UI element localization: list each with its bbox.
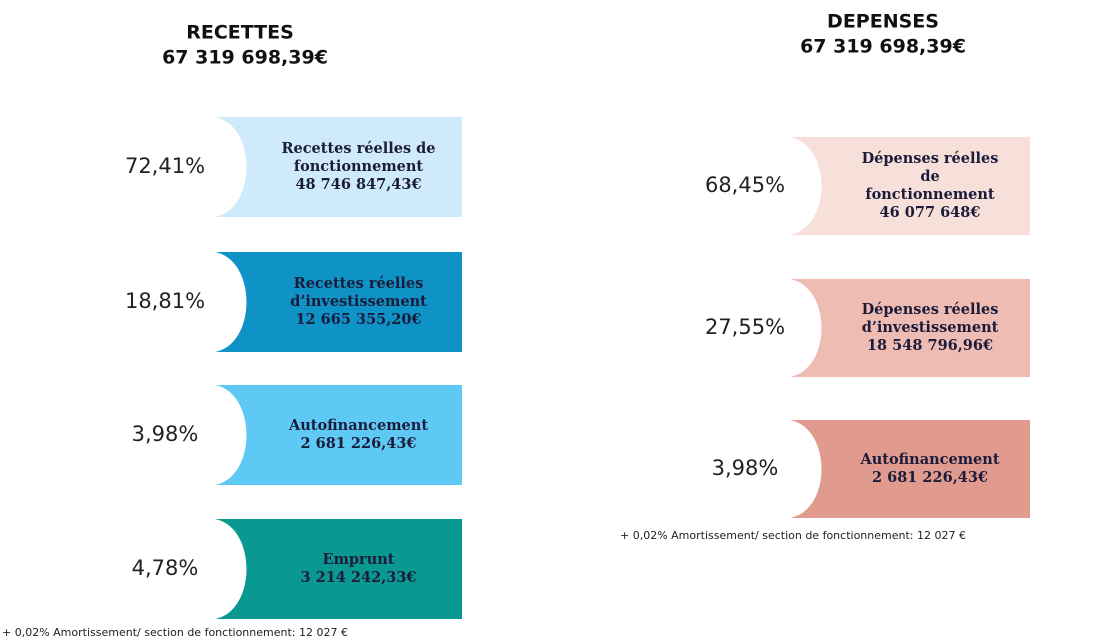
item-label: d’investissement xyxy=(290,293,427,310)
item-amount: 2 681 226,43€ xyxy=(872,469,988,486)
section-title: DEPENSES xyxy=(827,11,939,33)
item-box xyxy=(215,117,462,217)
item-label: fonctionnement xyxy=(865,186,995,203)
section-total: 67 319 698,39€ xyxy=(162,47,328,69)
item-percent: 18,81% xyxy=(125,289,205,313)
section-total: 67 319 698,39€ xyxy=(800,36,966,58)
item-percent: 3,98% xyxy=(712,456,779,480)
item-label: d’investissement xyxy=(862,319,999,336)
item-label: Dépenses réelles xyxy=(862,301,999,318)
item-label: Recettes réelles xyxy=(294,275,424,292)
item-label: Autofinancement xyxy=(288,417,428,434)
item-label: de xyxy=(920,168,939,185)
item-label: Recettes réelles de xyxy=(281,140,435,157)
item-label: fonctionnement xyxy=(294,158,424,175)
item-amount: 48 746 847,43€ xyxy=(295,176,421,193)
item-amount: 2 681 226,43€ xyxy=(300,435,416,452)
item-label: Dépenses réelles xyxy=(862,150,999,167)
item-box xyxy=(790,279,1030,377)
section-note: + 0,02% Amortissement/ section de foncti… xyxy=(2,626,348,639)
item-amount: 18 548 796,96€ xyxy=(867,337,993,354)
section-title: RECETTES xyxy=(186,22,294,44)
item-box xyxy=(790,420,1030,518)
item-box xyxy=(215,252,462,352)
item-label: Autofinancement xyxy=(859,451,999,468)
item-percent: 27,55% xyxy=(705,315,785,339)
item-percent: 68,45% xyxy=(705,173,785,197)
item-label: Emprunt xyxy=(323,551,395,568)
item-box xyxy=(215,385,462,485)
item-percent: 72,41% xyxy=(125,154,205,178)
item-amount: 12 665 355,20€ xyxy=(295,311,421,328)
item-box xyxy=(790,137,1030,235)
item-box xyxy=(215,519,462,619)
item-amount: 3 214 242,33€ xyxy=(300,569,416,586)
section-note: + 0,02% Amortissement/ section de foncti… xyxy=(620,529,966,542)
item-percent: 4,78% xyxy=(132,556,199,580)
item-percent: 3,98% xyxy=(132,422,199,446)
item-amount: 46 077 648€ xyxy=(880,204,981,221)
